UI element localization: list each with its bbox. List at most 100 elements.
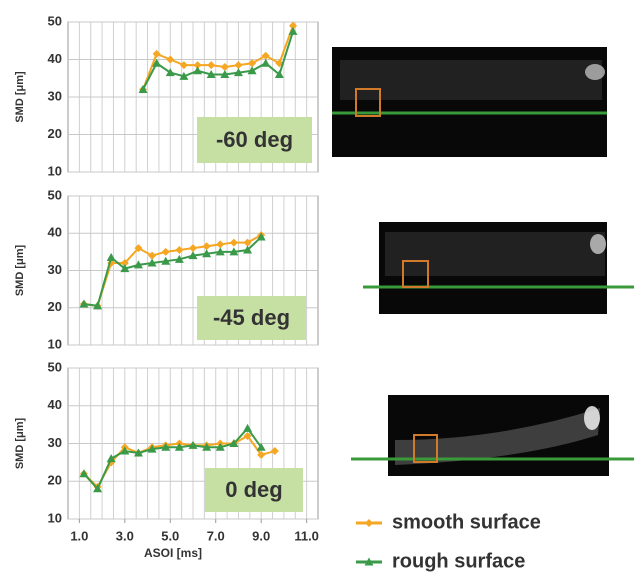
marker: [134, 244, 143, 253]
marker: [175, 246, 184, 255]
marker: [229, 238, 238, 247]
marker: [189, 244, 197, 253]
legend-label: smooth surface: [392, 511, 541, 533]
y-tick-label: 20: [48, 473, 62, 488]
marker: [234, 61, 243, 70]
marker: [193, 61, 202, 70]
marker: [106, 454, 116, 463]
chart: 10 20 30 40 50 1.0 3.0 5.0 7.0 9.0 11.0 SMD [μm] ASO…: [14, 359, 319, 560]
marker: [120, 446, 130, 455]
marker: [188, 440, 198, 449]
chart: 10 20 30 40 50 SMD [μm] -60 deg: [14, 13, 319, 178]
marker: [106, 252, 116, 261]
marker: [166, 55, 175, 64]
y-tick-label: 30: [48, 262, 62, 277]
marker: [161, 256, 171, 265]
y-tick-label: 30: [48, 435, 62, 450]
marker: [174, 254, 184, 263]
marker: [165, 68, 175, 77]
marker: [274, 70, 284, 78]
marker: [193, 66, 203, 75]
marker: [288, 26, 298, 35]
annotation-box: [197, 117, 312, 163]
y-tick-label: 40: [48, 225, 62, 240]
marker: [202, 442, 212, 451]
marker: [220, 63, 229, 71]
photo-3: [351, 395, 634, 476]
y-axis-label: SMD [μm]: [14, 244, 26, 296]
marker: [220, 70, 230, 78]
marker: [79, 469, 89, 478]
marker: [261, 58, 271, 67]
y-tick-label: 20: [48, 299, 62, 314]
y-tick-label: 10: [48, 163, 62, 178]
marker: [243, 431, 252, 440]
marker: [243, 423, 253, 432]
marker: [79, 299, 89, 308]
marker: [229, 439, 239, 447]
x-tick-label: 7.0: [207, 528, 225, 543]
marker: [188, 251, 198, 260]
marker: [120, 259, 129, 268]
marker: [257, 450, 266, 459]
marker: [133, 260, 143, 269]
marker: [202, 242, 211, 251]
annotation-box: [205, 468, 303, 512]
y-tick-label: 10: [48, 336, 62, 351]
marker: [215, 442, 225, 451]
y-tick-label: 40: [48, 397, 62, 412]
x-tick-label: 11.0: [294, 528, 319, 543]
marker: [174, 442, 184, 451]
marker: [247, 66, 257, 75]
annotation-box: [197, 296, 306, 340]
x-tick-label: 9.0: [252, 528, 270, 543]
marker: [179, 71, 189, 80]
marker: [152, 49, 161, 58]
marker: [256, 232, 266, 241]
marker: [120, 264, 130, 273]
y-axis-label: SMD [μm]: [14, 417, 26, 469]
marker: [229, 247, 239, 256]
marker: [147, 444, 157, 453]
annotation: -45 deg: [213, 305, 290, 330]
marker: [289, 21, 297, 30]
photo-2: [363, 222, 634, 314]
marker: [161, 247, 170, 256]
marker: [206, 70, 216, 78]
x-tick-label: 3.0: [116, 528, 134, 543]
marker: [133, 448, 143, 457]
y-axis-label: SMD [μm]: [14, 71, 26, 123]
y-tick-label: 20: [48, 126, 62, 141]
marker: [161, 442, 171, 451]
marker: [179, 61, 188, 70]
y-tick-label: 50: [48, 13, 62, 28]
legend-marker: [365, 519, 373, 527]
marker: [233, 68, 243, 77]
marker: [148, 251, 157, 260]
marker: [243, 238, 252, 247]
marker: [261, 51, 270, 60]
marker: [248, 59, 257, 68]
x-tick-label: 5.0: [161, 528, 179, 543]
y-tick-label: 40: [48, 51, 62, 66]
annotation: 0 deg: [225, 477, 282, 502]
marker: [147, 258, 157, 267]
marker: [215, 247, 225, 256]
marker: [207, 61, 216, 70]
x-tick-label: 1.0: [70, 528, 88, 543]
marker: [256, 442, 266, 451]
marker: [270, 447, 279, 456]
marker: [93, 301, 103, 310]
photo-1: [332, 47, 607, 157]
legend-label: rough surface: [392, 550, 525, 572]
y-tick-label: 10: [48, 510, 62, 525]
marker: [243, 245, 253, 254]
y-tick-label: 50: [48, 187, 62, 202]
marker: [202, 249, 212, 258]
marker: [93, 484, 103, 493]
y-tick-label: 50: [48, 359, 62, 374]
legend-marker: [364, 557, 374, 566]
marker: [138, 85, 148, 93]
x-axis-label: ASOI [ms]: [144, 546, 202, 560]
